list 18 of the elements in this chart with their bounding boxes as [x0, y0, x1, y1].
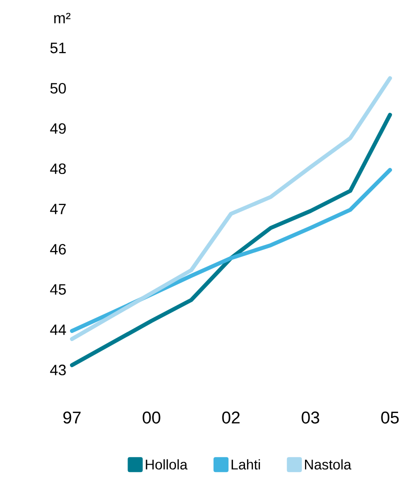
y-tick-label: 49	[50, 123, 66, 134]
y-tick-label: 43	[50, 364, 66, 376]
legend-label: Nastola	[305, 459, 352, 470]
legend-label: Lahti	[232, 459, 260, 470]
y-tick-label: 46	[50, 244, 66, 255]
y-tick-label: 44	[50, 324, 66, 335]
y-tick-label: 45	[50, 284, 66, 295]
y-tick-label: 48	[50, 163, 66, 174]
y-tick-label: 47	[50, 204, 66, 214]
x-tick-label: 00	[142, 412, 160, 424]
y-tick-label: 51	[50, 42, 66, 54]
x-tick-label: 97	[63, 412, 81, 424]
x-tick-label: 05	[381, 412, 399, 424]
y-axis-title: m²	[54, 12, 70, 24]
legend-label: Hollola	[146, 459, 188, 470]
x-tick-label: 02	[222, 412, 240, 424]
x-tick-label: 03	[302, 412, 320, 424]
y-tick-label: 50	[50, 82, 66, 94]
